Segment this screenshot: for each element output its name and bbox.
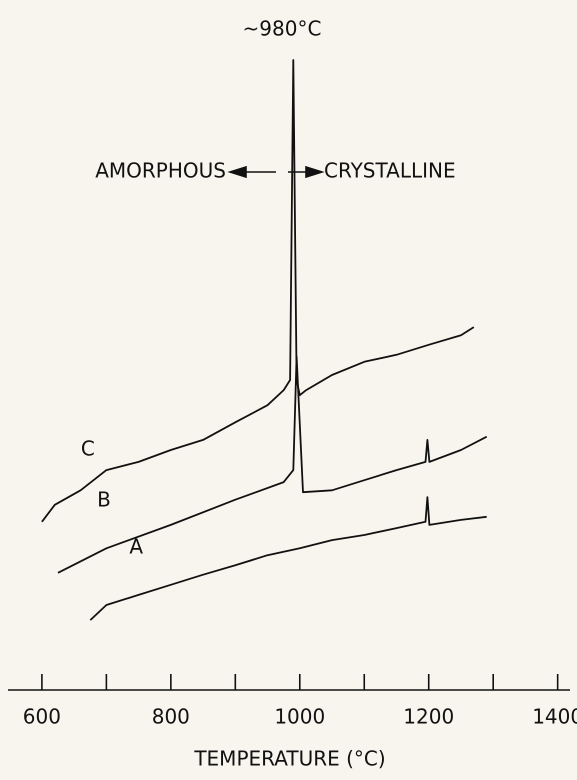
curve-label: C [81, 436, 95, 460]
crystalline-label: CRYSTALLINE [324, 159, 456, 183]
curve [41, 59, 475, 523]
curve [89, 496, 487, 621]
arrows [227, 165, 325, 179]
peak-label: ~980°C [243, 17, 322, 41]
x-axis-label: TEMPERATURE (°C) [193, 747, 385, 771]
curve-label: A [129, 535, 143, 559]
x-tick-label: 600 [23, 705, 61, 729]
x-tick-label: 1400 [532, 705, 577, 729]
curve [57, 355, 488, 574]
arrow-head [305, 165, 325, 179]
curve-label: B [97, 487, 111, 511]
amorphous-label: AMORPHOUS [95, 159, 226, 183]
x-tick-label: 1200 [403, 705, 454, 729]
arrow-head [227, 165, 247, 179]
x-tick-label: 800 [152, 705, 190, 729]
x-tick-label: 1000 [274, 705, 325, 729]
